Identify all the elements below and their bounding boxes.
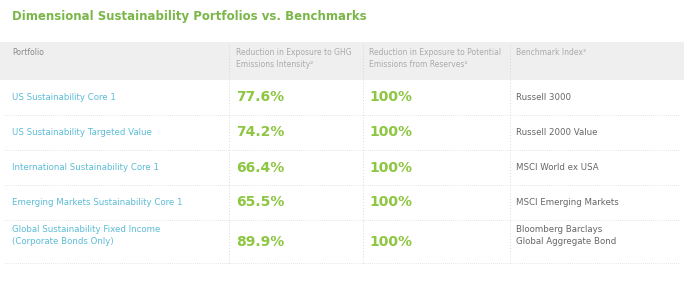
Text: 100%: 100% [369, 235, 412, 248]
Bar [0, 42, 684, 80]
Text: Global Sustainability Fixed Income
(Corporate Bonds Only): Global Sustainability Fixed Income (Corp… [12, 225, 161, 246]
Text: Bloomberg Barclays
Global Aggregate Bond: Bloomberg Barclays Global Aggregate Bond [516, 225, 617, 246]
Text: 66.4%: 66.4% [236, 160, 285, 174]
Text: Russell 2000 Value: Russell 2000 Value [516, 128, 598, 137]
Text: Reduction in Exposure to Potential
Emissions from Reserves²: Reduction in Exposure to Potential Emiss… [369, 48, 501, 69]
Text: 77.6%: 77.6% [236, 91, 284, 105]
Text: MSCI World ex USA: MSCI World ex USA [516, 163, 599, 172]
Text: US Sustainability Targeted Value: US Sustainability Targeted Value [12, 128, 152, 137]
Text: Portfolio: Portfolio [12, 48, 44, 57]
Text: 100%: 100% [369, 126, 412, 139]
Text: Benchmark Index³: Benchmark Index³ [516, 48, 586, 57]
Text: Reduction in Exposure to GHG
Emissions Intensity²: Reduction in Exposure to GHG Emissions I… [236, 48, 352, 69]
Text: US Sustainability Core 1: US Sustainability Core 1 [12, 93, 116, 102]
Text: 100%: 100% [369, 160, 412, 174]
Text: 100%: 100% [369, 91, 412, 105]
Text: 100%: 100% [369, 195, 412, 210]
Text: 65.5%: 65.5% [236, 195, 285, 210]
Text: 74.2%: 74.2% [236, 126, 285, 139]
Text: Russell 3000: Russell 3000 [516, 93, 571, 102]
Text: 89.9%: 89.9% [236, 235, 285, 248]
Text: Emerging Markets Sustainability Core 1: Emerging Markets Sustainability Core 1 [12, 198, 183, 207]
Text: MSCI Emerging Markets: MSCI Emerging Markets [516, 198, 619, 207]
Text: Dimensional Sustainability Portfolios vs. Benchmarks: Dimensional Sustainability Portfolios vs… [12, 10, 367, 23]
Text: International Sustainability Core 1: International Sustainability Core 1 [12, 163, 159, 172]
